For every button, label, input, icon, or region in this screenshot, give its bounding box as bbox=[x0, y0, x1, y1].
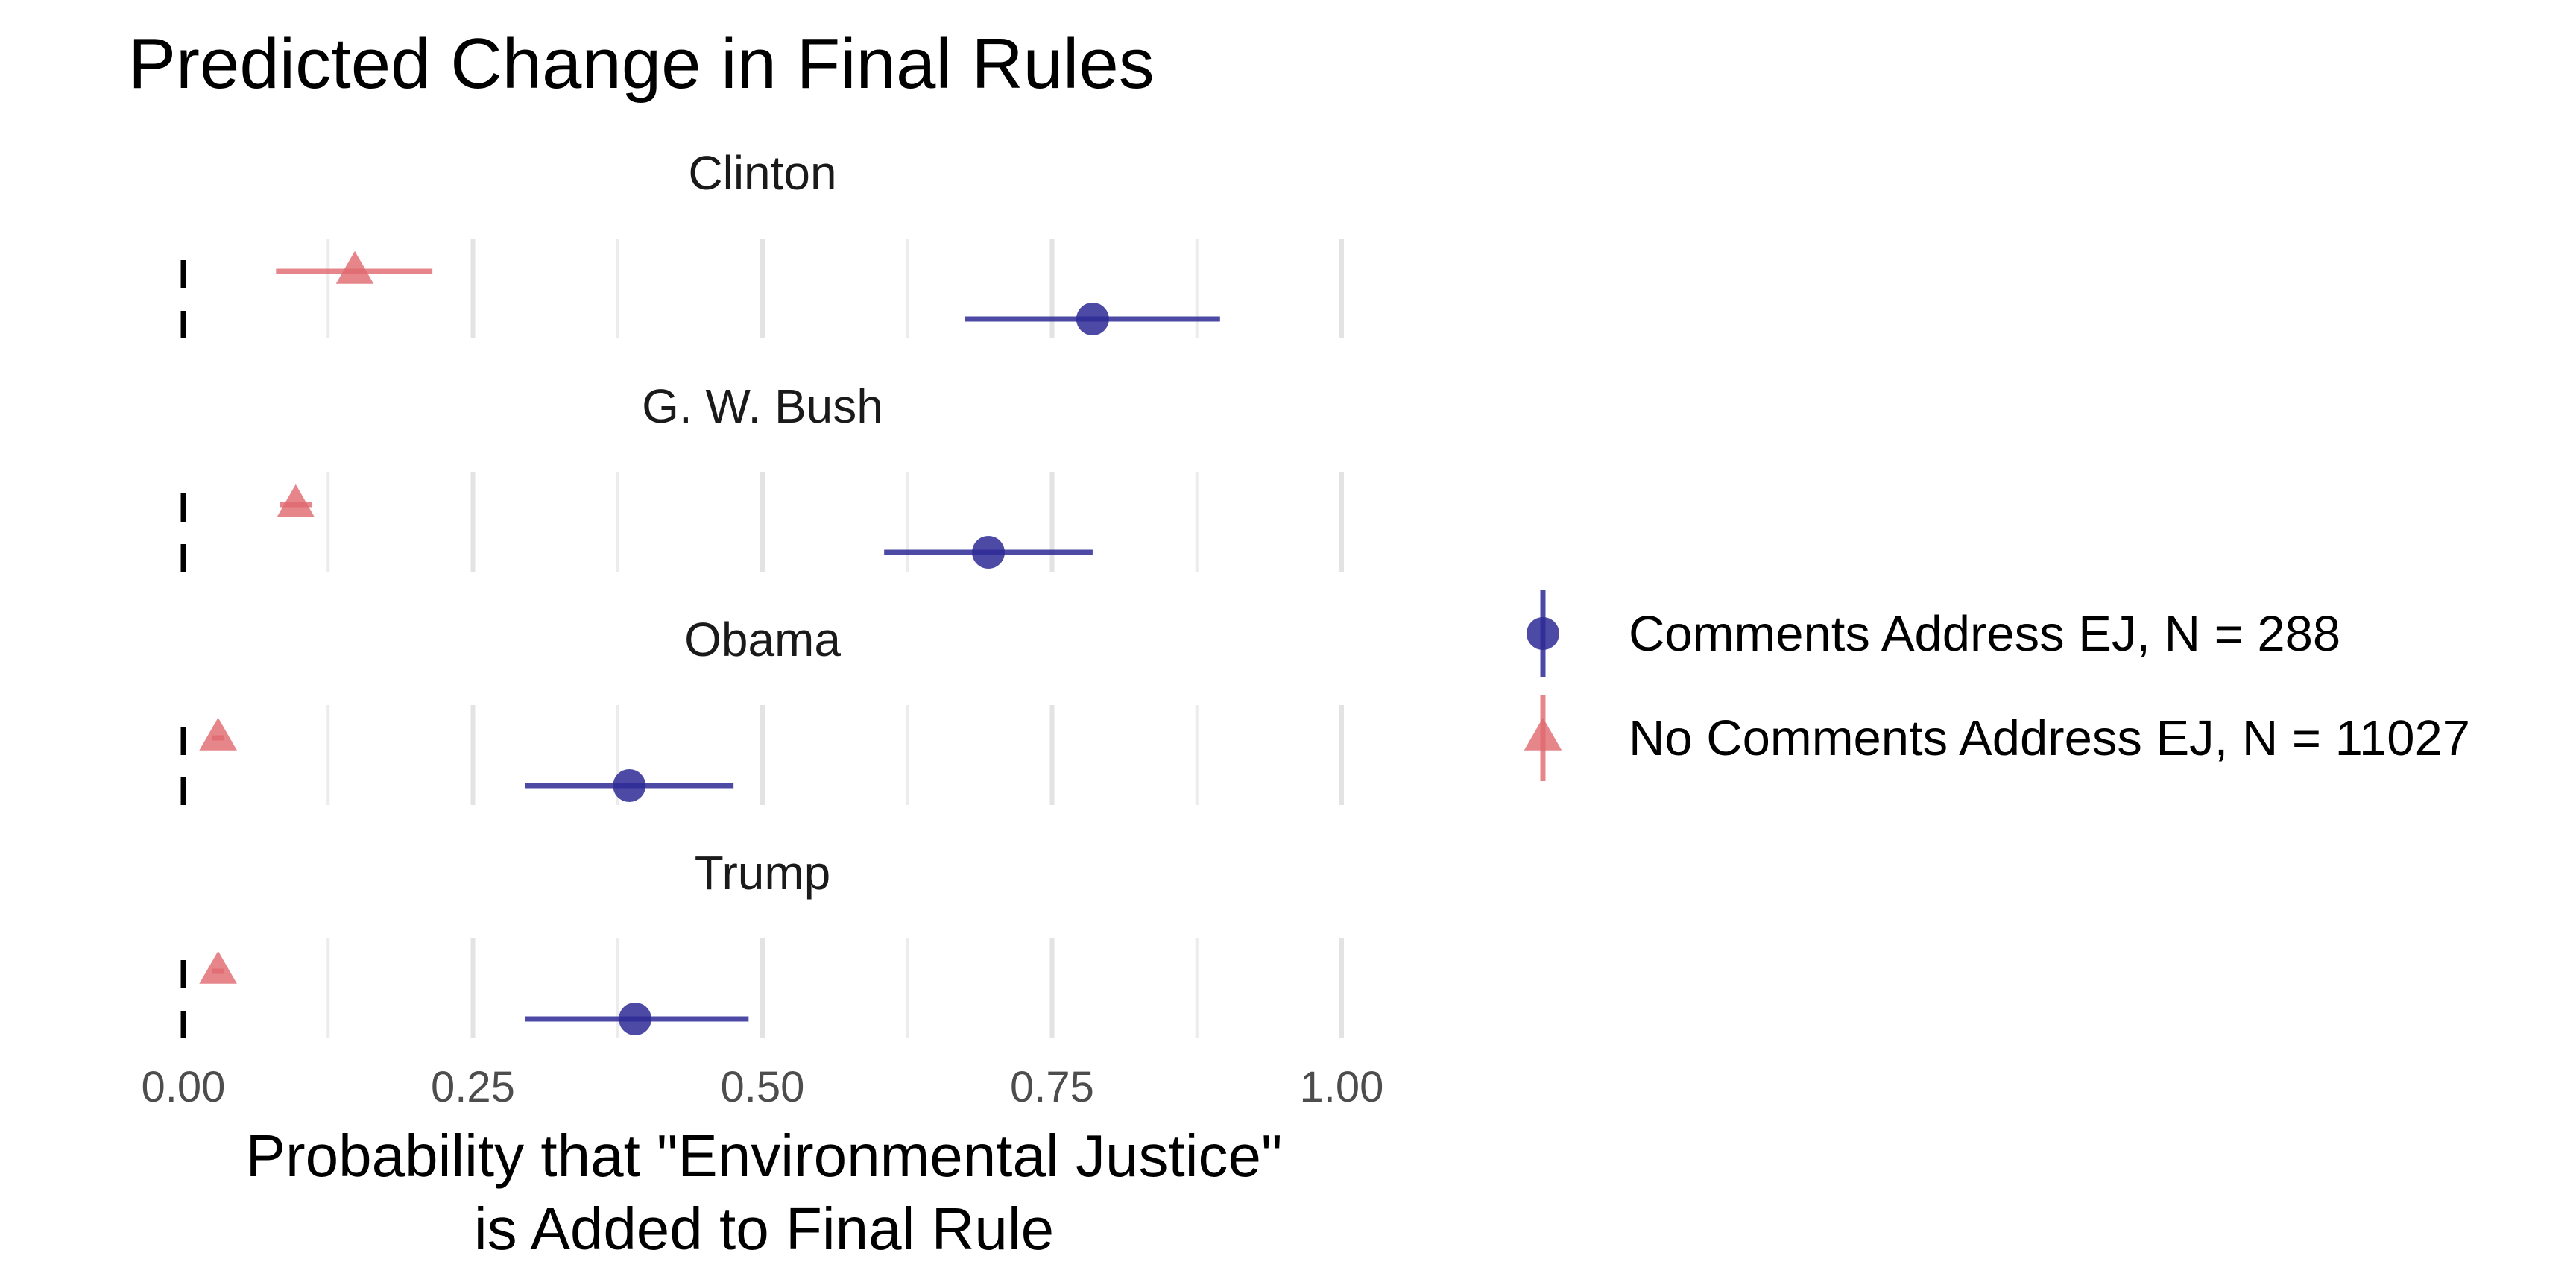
x-tick-label: 0.75 bbox=[1010, 1063, 1094, 1111]
point-marker bbox=[1076, 303, 1109, 335]
legend-label: Comments Address EJ, N = 288 bbox=[1629, 606, 2340, 662]
panel-title: G. W. Bush bbox=[642, 379, 883, 433]
triangle-marker bbox=[277, 484, 315, 517]
triangle-marker bbox=[199, 950, 237, 984]
legend-label: No Comments Address EJ, N = 11027 bbox=[1629, 710, 2470, 766]
x-tick-label: 0.25 bbox=[431, 1063, 515, 1111]
legend-item: No Comments Address EJ, N = 11027 bbox=[1524, 695, 2470, 781]
legend-circle-marker bbox=[1527, 617, 1559, 650]
legend-triangle-marker bbox=[1524, 717, 1562, 751]
x-axis-title-line-1: Probability that "Environmental Justice" bbox=[246, 1123, 1283, 1189]
legend-item: Comments Address EJ, N = 288 bbox=[1527, 590, 2340, 677]
panel-title: Trump bbox=[695, 846, 831, 900]
x-tick-label: 0.50 bbox=[721, 1063, 805, 1111]
x-axis: 0.00 0.25 0.50 0.75 1.00 bbox=[142, 1063, 1384, 1111]
triangle-marker bbox=[199, 717, 237, 751]
panel-g-w-bush: G. W. Bush bbox=[180, 379, 1344, 572]
legend: Comments Address EJ, N = 288 No Comments … bbox=[1524, 590, 2470, 781]
panel-title: Clinton bbox=[688, 146, 836, 200]
chart-title: Predicted Change in Final Rules bbox=[128, 24, 1155, 104]
panel-clinton: Clinton bbox=[180, 146, 1344, 338]
point-marker bbox=[619, 1003, 652, 1035]
x-axis-title-line-2: is Added to Final Rule bbox=[474, 1196, 1054, 1262]
facet-panels: Clinton G. W. Bush Obama Trump bbox=[180, 146, 1344, 1038]
panel-trump: Trump bbox=[180, 846, 1344, 1038]
x-tick-label: 1.00 bbox=[1300, 1063, 1384, 1111]
point-marker bbox=[972, 536, 1006, 569]
point-marker bbox=[613, 769, 646, 802]
panel-obama: Obama bbox=[180, 613, 1344, 805]
panel-title: Obama bbox=[684, 613, 841, 666]
triangle-marker bbox=[335, 250, 374, 284]
x-tick-label: 0.00 bbox=[142, 1063, 226, 1111]
